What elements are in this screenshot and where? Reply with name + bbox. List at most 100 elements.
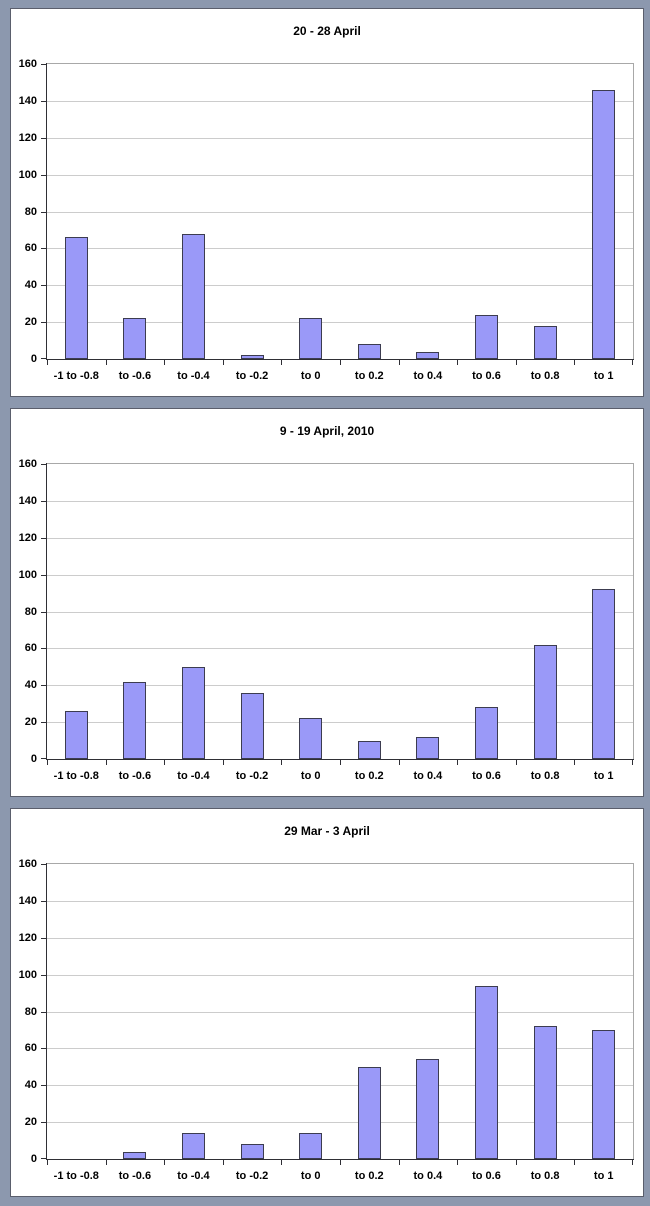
gridline xyxy=(47,1122,633,1124)
x-tick-label: to -0.4 xyxy=(177,1170,210,1182)
chart-title: 20 - 28 April xyxy=(293,24,361,38)
x-tick-mark xyxy=(106,1159,107,1165)
x-tick-label: to 0 xyxy=(300,770,321,782)
y-tick-mark xyxy=(41,174,47,176)
bar xyxy=(123,1152,147,1159)
y-tick-mark xyxy=(41,64,47,65)
bar xyxy=(123,682,147,759)
x-tick-label: -1 to -0.8 xyxy=(53,370,99,382)
x-tick-mark xyxy=(47,359,48,365)
x-tick-mark xyxy=(516,759,517,765)
x-tick-mark xyxy=(281,359,282,365)
y-tick-mark xyxy=(41,1011,47,1013)
bar xyxy=(182,1133,205,1159)
y-tick-mark xyxy=(41,1158,47,1159)
gridline xyxy=(47,1085,633,1087)
y-tick-mark xyxy=(41,322,47,324)
y-tick-label: 160 xyxy=(18,458,37,470)
x-tick-mark xyxy=(340,359,341,365)
gridline xyxy=(47,248,633,250)
x-tick-mark xyxy=(457,1159,458,1165)
bar xyxy=(182,667,205,759)
x-tick-label: to -0.2 xyxy=(235,770,269,782)
bar xyxy=(533,645,557,759)
x-tick-mark xyxy=(516,1159,517,1165)
y-tick-mark xyxy=(41,464,47,465)
x-tick-mark xyxy=(399,359,400,365)
x-tick-mark xyxy=(340,1159,341,1165)
y-tick-mark xyxy=(41,537,47,539)
bar xyxy=(475,707,498,759)
y-tick-mark xyxy=(41,722,47,724)
y-tick-label: 100 xyxy=(18,168,37,181)
x-tick-mark xyxy=(399,759,400,765)
x-tick-label: to 0.6 xyxy=(472,1170,501,1182)
bar xyxy=(416,737,440,759)
y-tick-mark xyxy=(41,211,47,213)
chart-title: 29 Mar - 3 April xyxy=(284,824,370,838)
bar xyxy=(592,90,616,359)
x-tick-mark xyxy=(281,759,282,765)
x-tick-label: to -0.2 xyxy=(235,370,269,382)
bar xyxy=(475,315,498,359)
x-tick-mark xyxy=(632,359,633,365)
x-tick-mark xyxy=(164,759,165,765)
gridline xyxy=(47,211,633,213)
y-tick-mark xyxy=(41,100,47,102)
bar xyxy=(357,741,381,759)
bar xyxy=(592,589,616,759)
y-tick-label: 120 xyxy=(18,531,37,544)
gridline xyxy=(47,285,633,287)
y-tick-label: 0 xyxy=(30,753,37,765)
y-tick-label: 100 xyxy=(18,568,37,581)
bar xyxy=(64,237,88,359)
bar xyxy=(240,693,264,759)
chart-panel-1: 20 - 28 April 0 20 40 60 80 100 120 140 160 -1 to… xyxy=(10,8,644,397)
bar xyxy=(64,711,88,759)
x-tick-label: to -0.6 xyxy=(118,770,152,782)
y-tick-mark xyxy=(41,285,47,287)
x-tick-mark xyxy=(340,759,341,765)
y-tick-mark xyxy=(41,685,47,687)
x-tick-label: to 0.8 xyxy=(530,770,560,782)
gridline xyxy=(47,937,633,939)
y-tick-label: 40 xyxy=(24,679,37,692)
y-tick-mark xyxy=(41,137,47,139)
x-tick-mark xyxy=(281,1159,282,1165)
y-tick-label: 120 xyxy=(18,931,37,944)
gridline xyxy=(47,137,633,139)
x-tick-label: to 0 xyxy=(300,1170,321,1182)
y-tick-mark xyxy=(41,937,47,939)
y-tick-label: 160 xyxy=(18,858,37,870)
bar xyxy=(416,1059,440,1159)
y-tick-label: 100 xyxy=(18,968,37,981)
bar xyxy=(475,986,498,1159)
x-tick-label: -1 to -0.8 xyxy=(53,770,99,782)
gridline xyxy=(47,537,633,539)
gridline xyxy=(47,174,633,176)
bar xyxy=(299,718,323,759)
x-tick-mark xyxy=(574,759,575,765)
y-tick-mark xyxy=(41,248,47,250)
bar xyxy=(357,1067,381,1159)
plot-area: 0 20 40 60 80 100 120 140 160 -1 to -0.8 to -0.6 to… xyxy=(19,458,634,782)
x-tick-mark xyxy=(457,359,458,365)
y-tick-mark xyxy=(41,1085,47,1087)
x-tick-label: to -0.6 xyxy=(118,1170,152,1182)
gridline xyxy=(47,685,633,687)
x-tick-label: to 0.8 xyxy=(530,1170,560,1182)
y-tick-mark xyxy=(41,900,47,902)
x-tick-mark xyxy=(399,1159,400,1165)
y-tick-label: 80 xyxy=(24,205,37,218)
gridline xyxy=(47,574,633,576)
y-tick-label: 80 xyxy=(24,1005,37,1018)
y-tick-mark xyxy=(41,500,47,502)
chart-panel-3: 29 Mar - 3 April 0 20 40 60 80 100 120 140 160 -1… xyxy=(10,808,644,1197)
y-tick-label: 140 xyxy=(18,494,37,507)
y-tick-mark xyxy=(41,358,47,359)
x-tick-mark xyxy=(47,1159,48,1165)
x-tick-mark xyxy=(164,1159,165,1165)
bar xyxy=(182,234,205,359)
x-tick-label: to -0.6 xyxy=(118,370,152,382)
x-tick-mark xyxy=(223,1159,224,1165)
